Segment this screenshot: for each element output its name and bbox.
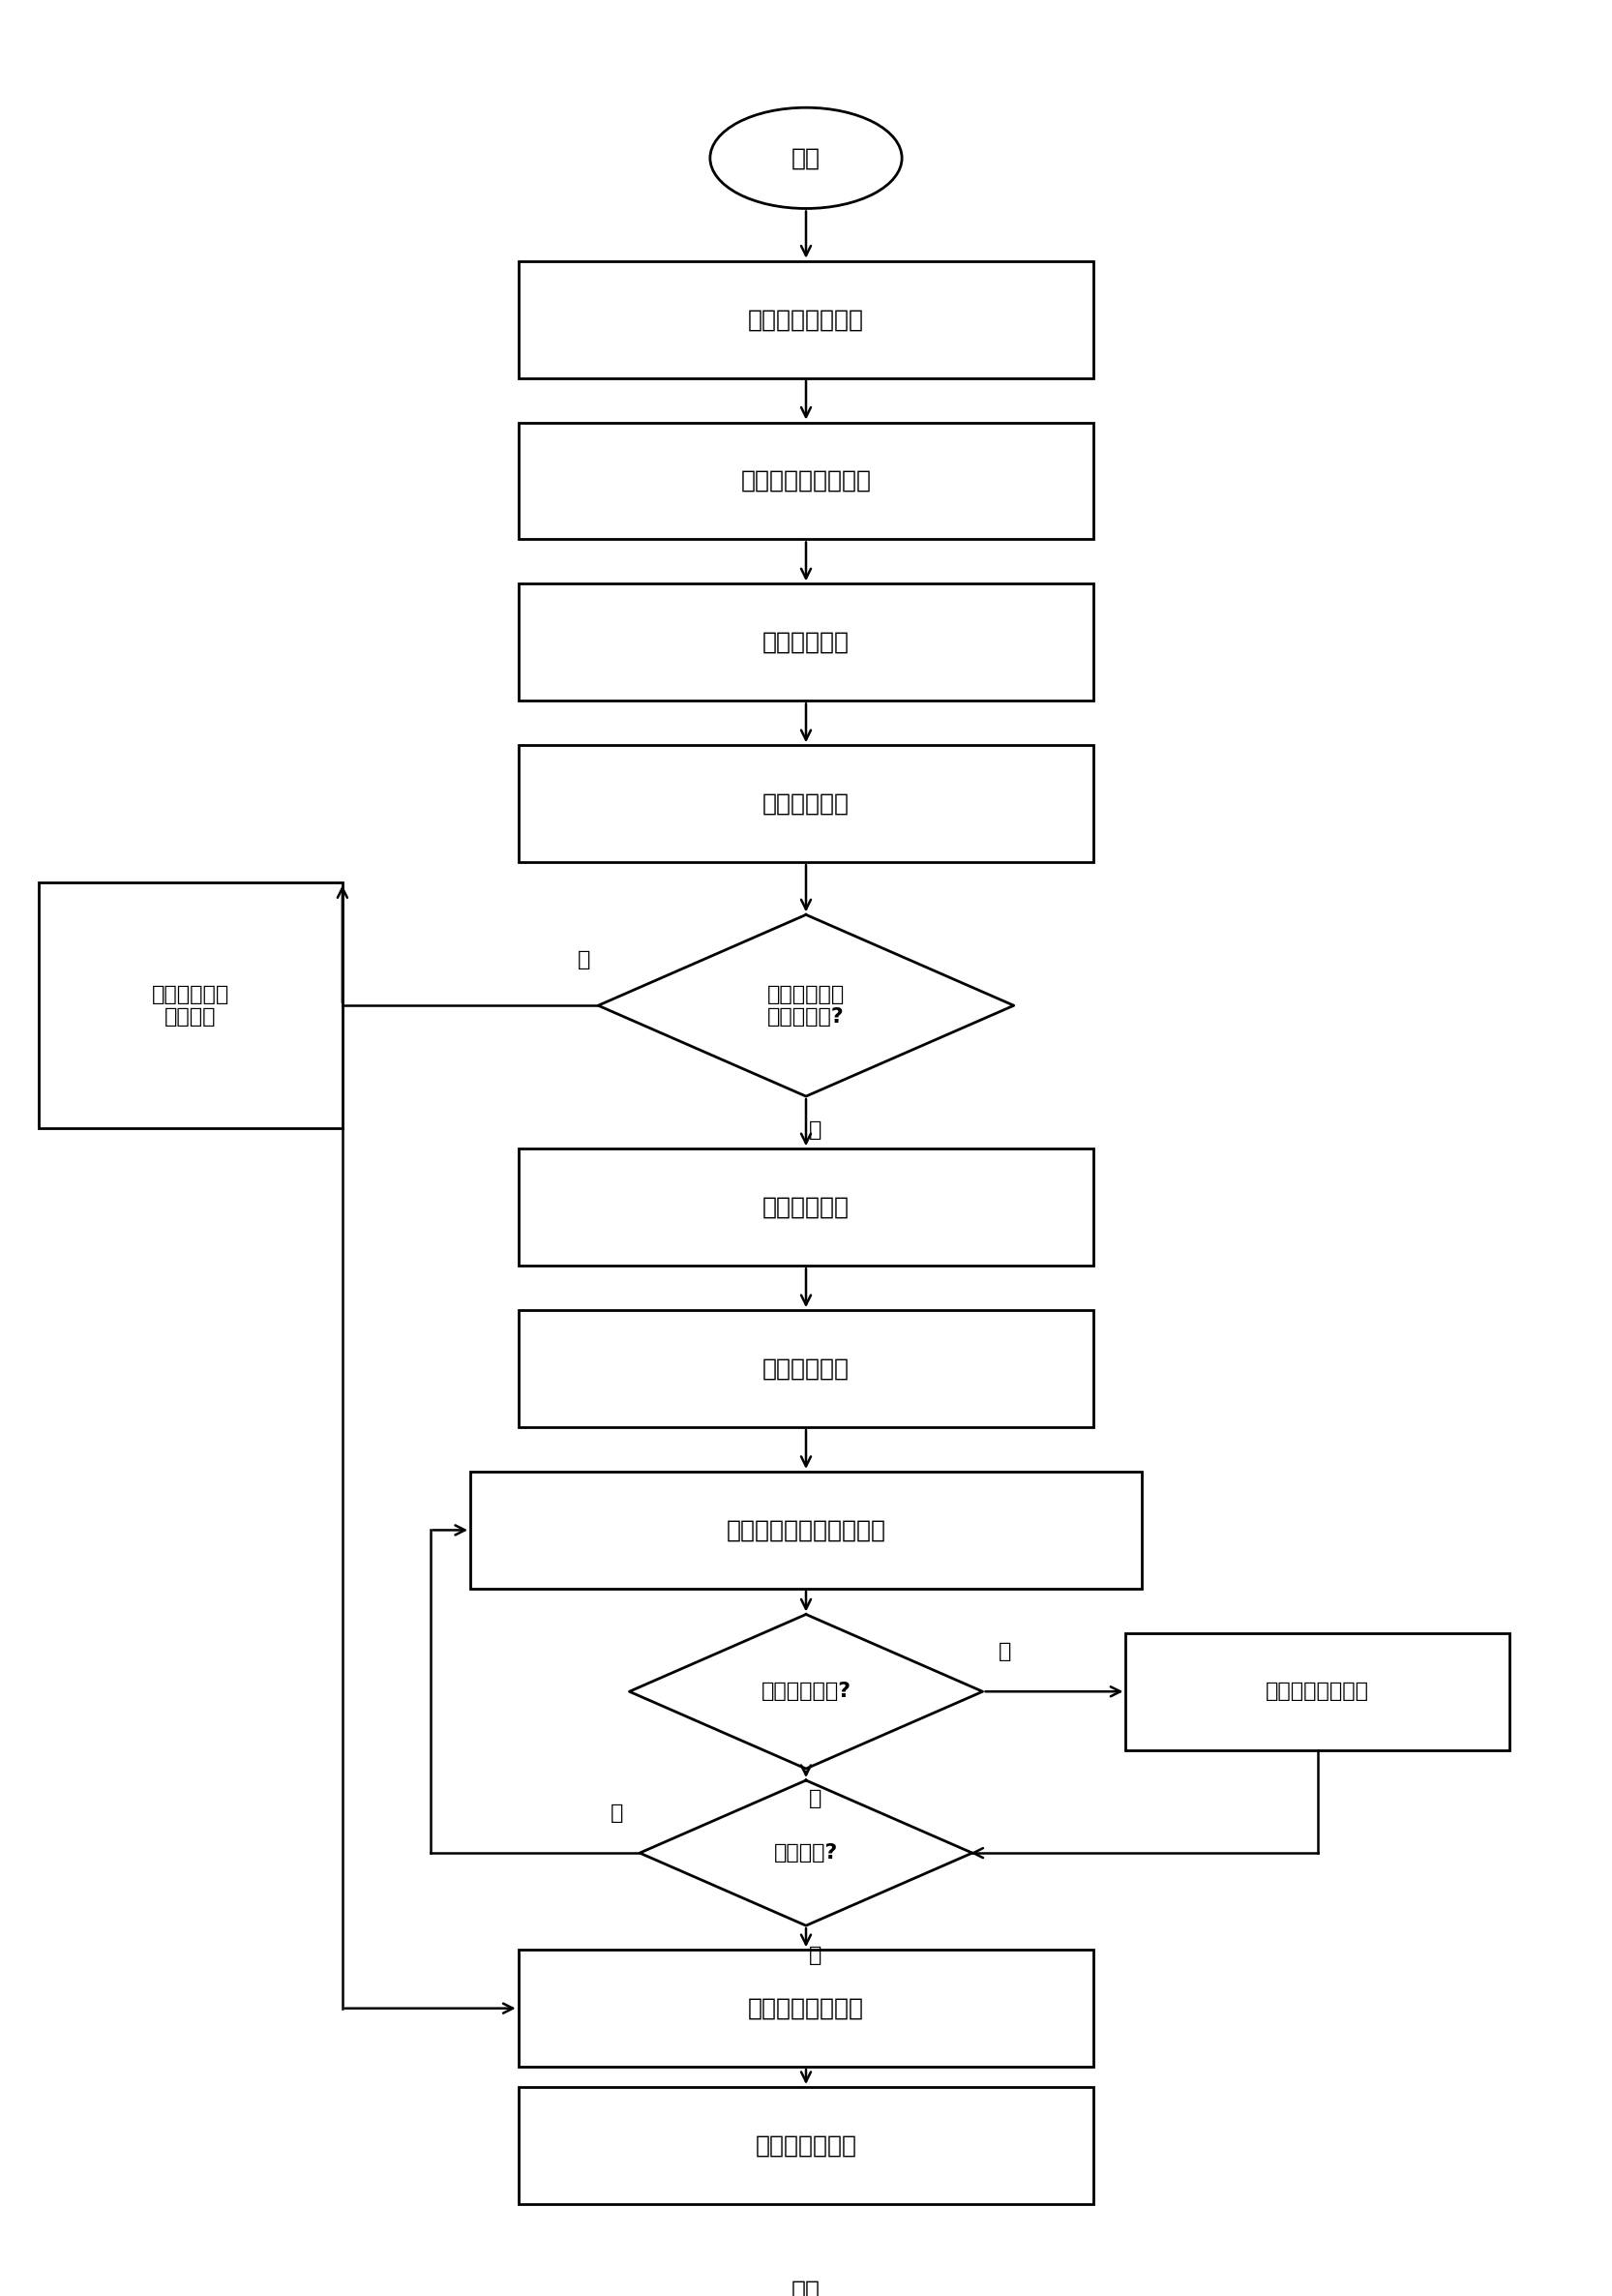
Text: 进入消息传送菜单: 进入消息传送菜单 — [748, 308, 864, 331]
Ellipse shape — [711, 108, 901, 209]
FancyBboxPatch shape — [519, 1949, 1093, 2066]
Polygon shape — [629, 1614, 983, 1768]
Text: 获得当前位置: 获得当前位置 — [762, 1196, 850, 1219]
Text: 添加到收信者目录: 添加到收信者目录 — [1265, 1683, 1369, 1701]
Text: 设置探索范围: 设置探索范围 — [762, 1357, 850, 1380]
FancyBboxPatch shape — [519, 583, 1093, 700]
Text: 选择搜索菜单: 选择搜索菜单 — [762, 631, 850, 654]
FancyBboxPatch shape — [519, 2087, 1093, 2204]
Text: 结束: 结束 — [791, 2280, 821, 2296]
Polygon shape — [598, 914, 1014, 1095]
FancyBboxPatch shape — [519, 262, 1093, 379]
FancyBboxPatch shape — [519, 422, 1093, 540]
FancyBboxPatch shape — [39, 882, 342, 1127]
Text: 显示收信号码输入栏: 显示收信号码输入栏 — [740, 468, 872, 494]
Text: 否: 否 — [577, 951, 590, 969]
Text: 是否结束?: 是否结束? — [774, 1844, 838, 1862]
Text: 输入群组内所
有收信者: 输入群组内所 有收信者 — [152, 985, 229, 1026]
Text: 是否在范围内?: 是否在范围内? — [761, 1683, 851, 1701]
Text: 否: 否 — [611, 1802, 624, 1823]
Text: 编辑消息并传送: 编辑消息并传送 — [754, 2133, 858, 2158]
Ellipse shape — [711, 2241, 901, 2296]
Polygon shape — [640, 1779, 972, 1926]
Text: 是: 是 — [809, 1945, 822, 1965]
FancyBboxPatch shape — [519, 1148, 1093, 1265]
Text: 是: 是 — [809, 1120, 822, 1139]
Text: 追述群组内收信者的位置: 追述群组内收信者的位置 — [725, 1518, 887, 1541]
Text: 否: 否 — [809, 1789, 822, 1809]
FancyBboxPatch shape — [1125, 1632, 1509, 1750]
Text: 是: 是 — [998, 1642, 1012, 1662]
Text: 选择指定群组: 选择指定群组 — [762, 792, 850, 815]
Text: 开始: 开始 — [791, 147, 821, 170]
FancyBboxPatch shape — [471, 1472, 1141, 1589]
FancyBboxPatch shape — [519, 1311, 1093, 1428]
Text: 是否利用基于
位置的搜索?: 是否利用基于 位置的搜索? — [767, 985, 845, 1026]
Text: 输入该收信者号码: 输入该收信者号码 — [748, 1998, 864, 2020]
FancyBboxPatch shape — [519, 746, 1093, 863]
